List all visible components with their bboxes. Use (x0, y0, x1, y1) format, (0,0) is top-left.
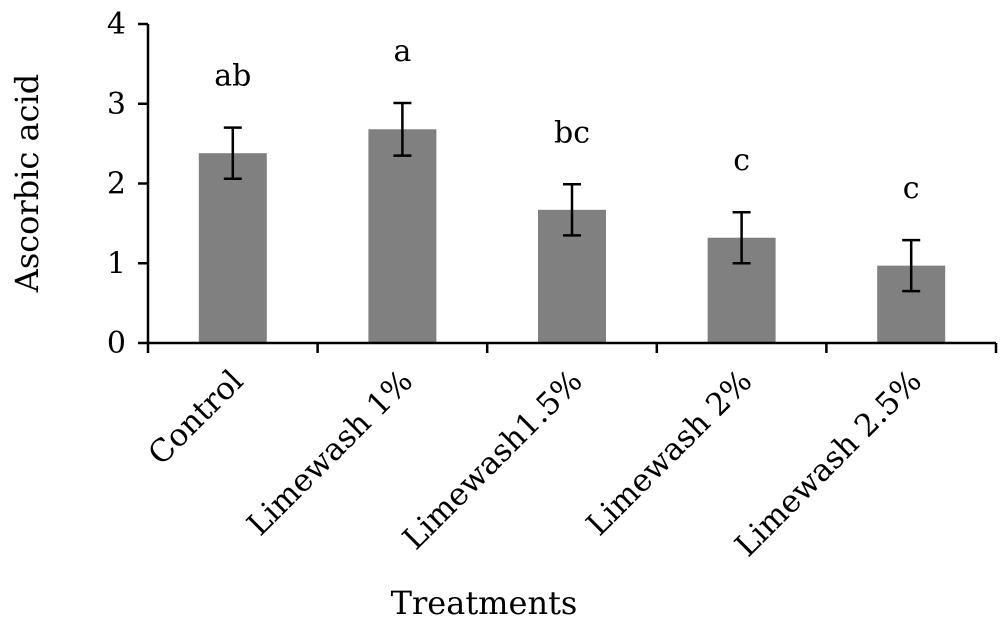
x-axis-title: Treatments (391, 584, 578, 622)
category-label: Limewash 1% (240, 363, 420, 543)
y-tick-label: 3 (107, 87, 126, 122)
y-tick-label: 0 (107, 326, 126, 361)
significance-letter: ab (214, 59, 251, 94)
category-label: Limewash 2.5% (728, 363, 929, 564)
bar-1 (368, 129, 437, 343)
y-tick-label: 2 (107, 167, 126, 202)
error-bars-group (223, 101, 921, 293)
significance-letter: a (393, 34, 411, 69)
category-label: Limewash 2% (580, 363, 760, 543)
significance-letter: bc (554, 115, 590, 150)
significance-letters-group: ab a bc c c (214, 34, 919, 206)
y-ticks-group: 0 1 2 3 4 (107, 7, 148, 361)
category-label: Limewash1.5% (396, 363, 590, 557)
x-ticks-group (146, 343, 998, 353)
y-tick-label: 1 (107, 246, 126, 281)
y-axis-title: Ascorbic acid (8, 74, 46, 294)
category-label: Control (141, 363, 250, 472)
bar-0 (198, 153, 267, 343)
significance-letter: c (903, 171, 920, 206)
y-tick-label: 4 (107, 7, 126, 42)
significance-letter: c (733, 143, 750, 178)
